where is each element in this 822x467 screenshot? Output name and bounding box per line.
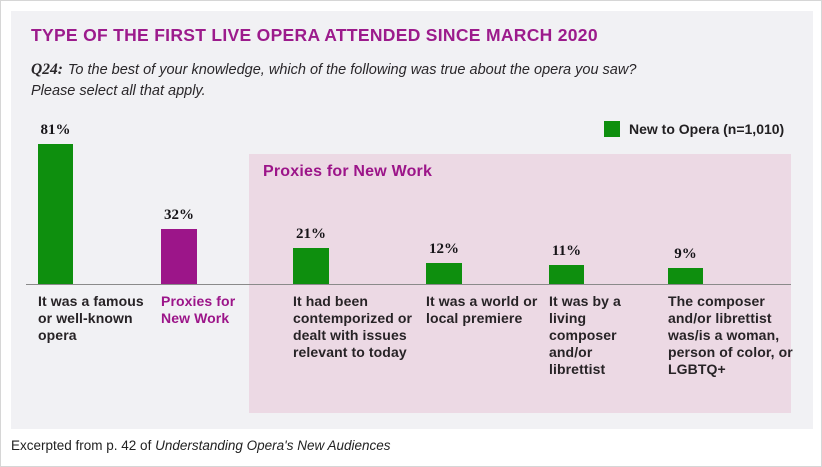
bar-value-label: 21% bbox=[296, 226, 326, 242]
legend-swatch-icon bbox=[604, 121, 620, 137]
source-note: Excerpted from p. 42 of Understanding Op… bbox=[11, 438, 391, 453]
source-note-prefix: Excerpted from p. 42 of bbox=[11, 438, 156, 453]
bar-3 bbox=[293, 248, 329, 284]
bar-value-label: 11% bbox=[551, 243, 582, 259]
legend-label: New to Opera (n=1,010) bbox=[629, 121, 785, 137]
question-text-line1: To the best of your knowledge, which of … bbox=[67, 62, 637, 78]
bar-6 bbox=[668, 268, 703, 284]
bar-value-label: 12% bbox=[429, 241, 459, 257]
bar-4 bbox=[426, 263, 462, 284]
bar-category-label: Proxies for New Work bbox=[161, 293, 236, 326]
bar-value-label: 9% bbox=[674, 246, 697, 262]
proxies-box-title: Proxies for New Work bbox=[263, 163, 433, 180]
bar-category-label: It was a famous or well-known opera bbox=[38, 293, 144, 343]
bar-2 bbox=[161, 229, 197, 284]
bar-5 bbox=[549, 265, 584, 284]
question-number: Q24: bbox=[31, 61, 63, 78]
bar-category-label: It was by a living composer and/or libre… bbox=[549, 293, 621, 377]
bar-category-label: It had been contemporized or dealt with … bbox=[293, 293, 413, 360]
survey-question: Q24: To the best of your knowledge, which… bbox=[31, 59, 651, 102]
x-axis-baseline bbox=[26, 284, 791, 285]
bar-value-label: 81% bbox=[40, 122, 71, 138]
bar-category-label: It was a world or local premiere bbox=[426, 293, 538, 326]
source-note-title: Understanding Opera's New Audiences bbox=[155, 438, 391, 453]
bar-category-label: The composer and/or librettist was/is a … bbox=[668, 293, 793, 377]
bar-1 bbox=[38, 144, 73, 284]
question-text-line2: Please select all that apply. bbox=[31, 83, 206, 99]
bar-value-label: 32% bbox=[164, 207, 194, 223]
legend: New to Opera (n=1,010) bbox=[604, 121, 784, 137]
page-title: TYPE OF THE FIRST LIVE OPERA ATTENDED SI… bbox=[31, 25, 598, 45]
